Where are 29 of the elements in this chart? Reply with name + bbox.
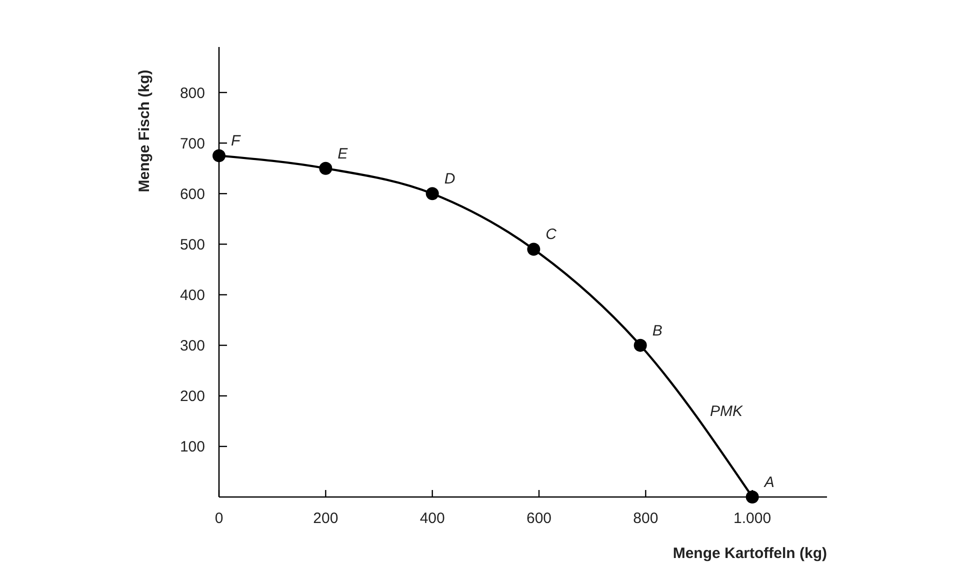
x-tick-label: 200: [313, 510, 338, 527]
y-axis-title: Menge Fisch (kg): [136, 70, 153, 192]
annotation: C: [546, 226, 557, 244]
point: [212, 149, 226, 162]
y-tick-label: 200: [180, 388, 205, 406]
y-tick-label: 500: [180, 236, 205, 254]
y-tick-label: 700: [180, 135, 205, 152]
point: [426, 187, 439, 200]
annotation: E: [338, 145, 349, 162]
x-axis-title: Menge Kartoffeln (kg): [672, 545, 827, 562]
y-tick-label: 100: [180, 438, 205, 456]
annotation: B: [652, 322, 662, 340]
y-tick-label: 300: [180, 338, 205, 355]
annotation: F: [231, 132, 241, 150]
x-tick-label: 600: [526, 510, 552, 527]
annotation: D: [444, 170, 456, 188]
annotation: PMK: [710, 403, 744, 420]
point: [319, 162, 332, 175]
y-tick-label: 600: [180, 186, 205, 203]
x-tick-label: 400: [420, 510, 445, 527]
annotation: A: [763, 474, 774, 491]
x-tick-label: 800: [633, 510, 658, 527]
point: [746, 490, 759, 504]
y-tick-label: 800: [180, 84, 205, 102]
y-tick-label: 400: [180, 287, 205, 304]
point: [634, 338, 647, 352]
x-tick-label: 1.000: [734, 510, 772, 527]
x-tick-label: 0: [214, 510, 224, 527]
point: [527, 242, 540, 256]
